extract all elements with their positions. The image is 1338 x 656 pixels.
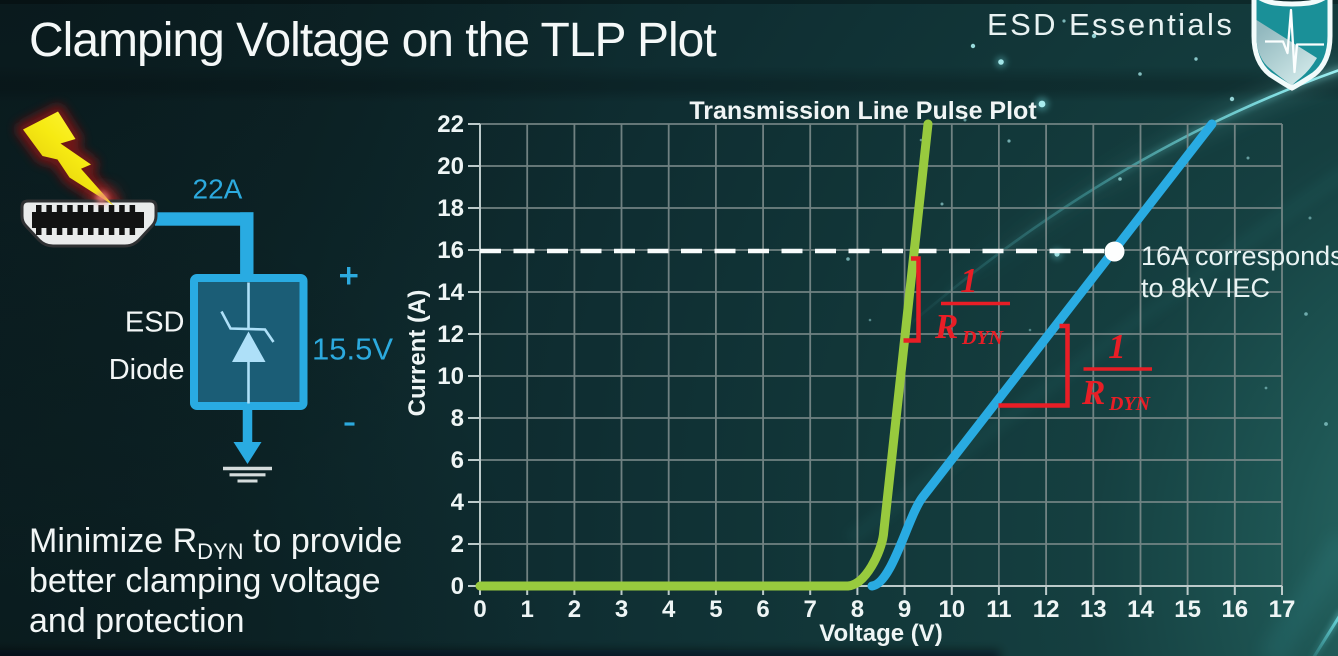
svg-text:14: 14	[1127, 596, 1154, 623]
svg-text:ESD: ESD	[125, 307, 185, 339]
svg-text:13: 13	[1080, 596, 1107, 623]
svg-text:11: 11	[986, 596, 1011, 623]
svg-text:1: 1	[521, 596, 534, 623]
svg-text:15: 15	[1174, 596, 1201, 623]
svg-text:2: 2	[568, 596, 581, 623]
svg-text:16: 16	[1221, 596, 1248, 623]
svg-text:7: 7	[804, 596, 817, 623]
svg-text:0: 0	[451, 573, 464, 600]
svg-text:10: 10	[938, 596, 965, 623]
svg-text:Clamping Voltage on the TLP Pl: Clamping Voltage on the TLP Plot	[29, 14, 716, 67]
svg-text:17: 17	[1269, 596, 1296, 623]
svg-text:12: 12	[437, 321, 464, 348]
svg-text:Transmission Line Pulse Plot: Transmission Line Pulse Plot	[689, 97, 1037, 125]
svg-text:12: 12	[1033, 596, 1060, 623]
svg-text:22A: 22A	[193, 174, 243, 205]
svg-text:better clamping voltage: better clamping voltage	[29, 562, 381, 600]
svg-text:16A corresponds: 16A corresponds	[1141, 241, 1338, 271]
svg-text:6: 6	[756, 596, 769, 623]
svg-text:2: 2	[451, 531, 464, 558]
svg-text:R: R	[1081, 373, 1105, 412]
svg-text:DYN: DYN	[1108, 393, 1152, 415]
svg-text:to 8kV IEC: to 8kV IEC	[1141, 273, 1270, 303]
svg-text:Diode: Diode	[109, 354, 185, 386]
svg-text:5: 5	[709, 596, 722, 623]
svg-text:R: R	[934, 307, 958, 346]
svg-text:18: 18	[437, 195, 464, 222]
svg-text:1: 1	[960, 261, 978, 300]
svg-text:14: 14	[437, 279, 464, 306]
svg-text:8: 8	[851, 596, 864, 623]
svg-text:15.5V: 15.5V	[312, 332, 393, 367]
svg-text:16: 16	[437, 237, 464, 264]
svg-text:10: 10	[437, 363, 464, 390]
svg-text:0: 0	[473, 596, 486, 623]
svg-text:DYN: DYN	[961, 327, 1005, 349]
svg-text:20: 20	[437, 153, 464, 180]
svg-text:8: 8	[451, 405, 464, 432]
svg-text:4: 4	[662, 596, 676, 623]
svg-text:22: 22	[437, 111, 464, 138]
svg-text:Voltage (V): Voltage (V)	[819, 620, 943, 647]
svg-text:3: 3	[615, 596, 628, 623]
svg-text:9: 9	[898, 596, 911, 623]
svg-text:and protection: and protection	[29, 602, 245, 640]
svg-text:ESD Essentials: ESD Essentials	[987, 7, 1234, 42]
svg-text:1: 1	[1108, 327, 1126, 366]
svg-text:Current (A): Current (A)	[404, 290, 431, 417]
svg-text:6: 6	[451, 447, 464, 474]
svg-text:4: 4	[451, 489, 465, 516]
